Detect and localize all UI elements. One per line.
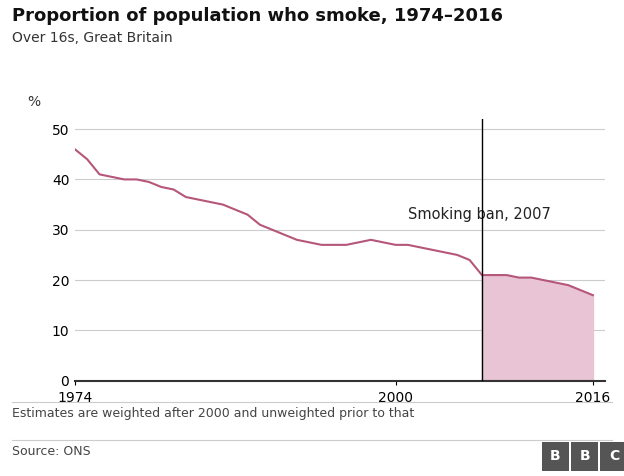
Text: B: B	[579, 449, 590, 464]
Text: C: C	[609, 449, 619, 464]
Text: Smoking ban, 2007: Smoking ban, 2007	[408, 207, 551, 222]
Text: B: B	[550, 449, 561, 464]
Text: Source: ONS: Source: ONS	[12, 445, 91, 458]
Text: Estimates are weighted after 2000 and unweighted prior to that: Estimates are weighted after 2000 and un…	[12, 407, 415, 420]
Text: %: %	[27, 95, 41, 109]
Text: Proportion of population who smoke, 1974–2016: Proportion of population who smoke, 1974…	[12, 7, 504, 25]
Text: Over 16s, Great Britain: Over 16s, Great Britain	[12, 31, 173, 45]
